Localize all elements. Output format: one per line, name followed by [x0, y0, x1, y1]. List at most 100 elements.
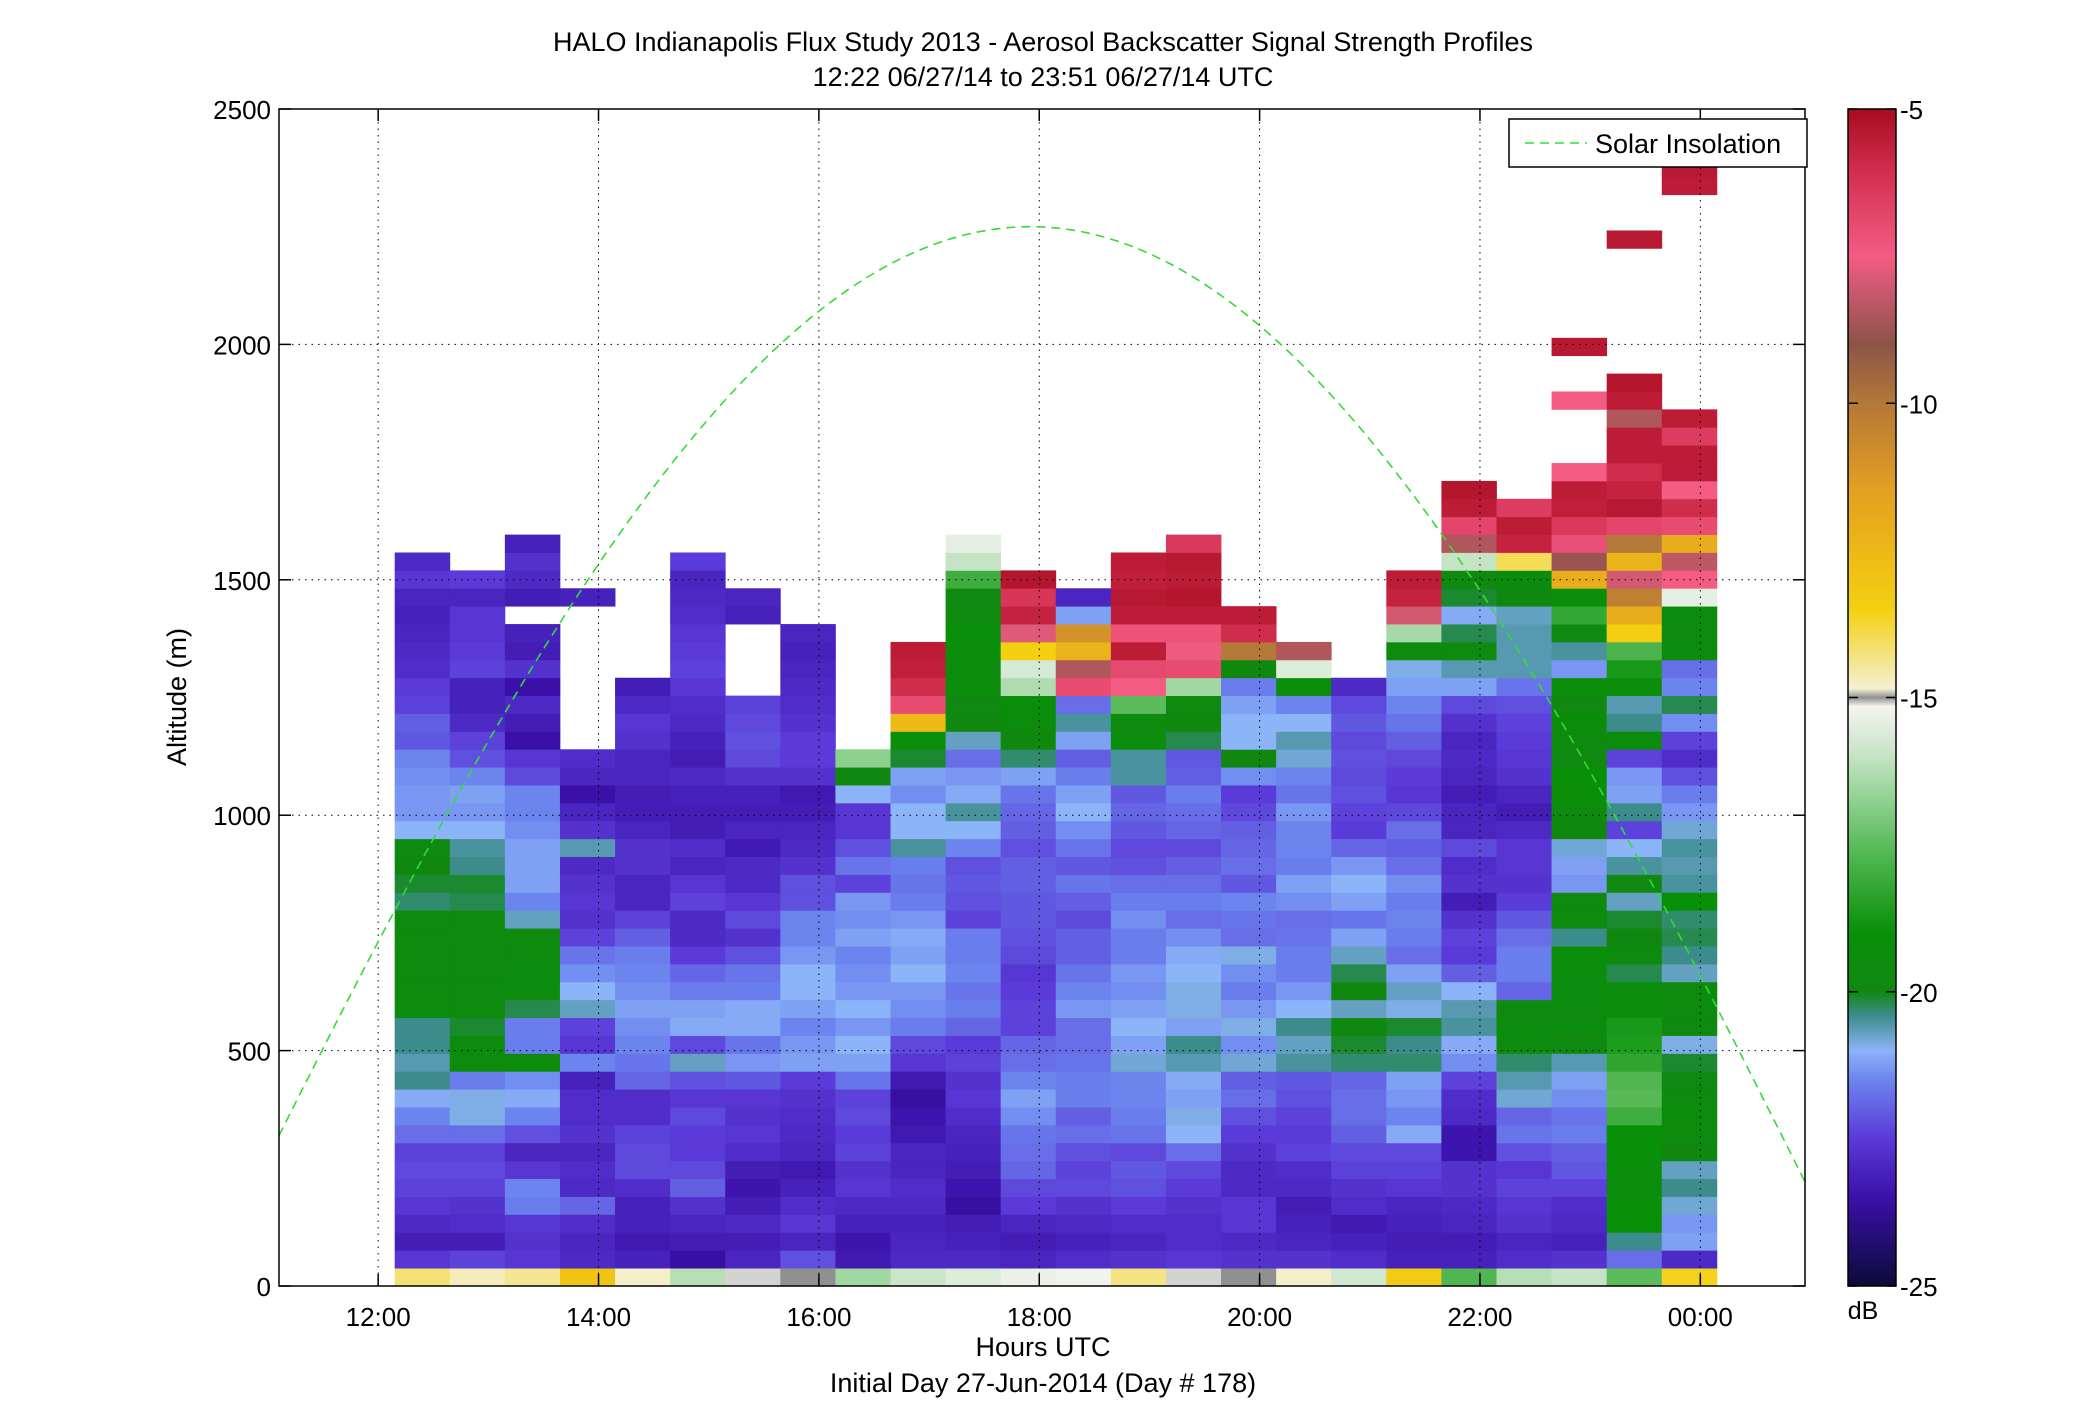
heatmap-cell — [1000, 1268, 1057, 1286]
heatmap-cell — [670, 820, 726, 840]
heatmap-cell — [1165, 1268, 1222, 1286]
heatmap-cell — [559, 999, 616, 1019]
heatmap-cell — [1165, 606, 1222, 625]
heatmap-cell — [394, 695, 451, 714]
heatmap-cell — [504, 928, 561, 947]
heatmap-cell — [615, 749, 671, 768]
heatmap-cell — [1661, 981, 1718, 1001]
heatmap-cell — [1276, 1250, 1332, 1269]
heatmap-cell — [1551, 552, 1608, 571]
heatmap-cell — [1331, 695, 1387, 714]
heatmap-cell — [780, 1071, 836, 1090]
heatmap-cell — [504, 820, 561, 840]
heatmap-cell — [1331, 963, 1387, 983]
heatmap-cell — [559, 1053, 616, 1072]
legend: Solar Insolation — [1508, 118, 1808, 168]
heatmap-cell — [1055, 606, 1112, 625]
heatmap-cell — [725, 1089, 781, 1108]
heatmap-cell — [1221, 999, 1277, 1019]
heatmap-cell — [1386, 928, 1442, 947]
heatmap-cell — [780, 928, 836, 947]
heatmap-cell — [615, 928, 671, 947]
heatmap-cell — [945, 695, 1002, 714]
heatmap-cell — [1496, 641, 1552, 661]
heatmap-cell — [1110, 1142, 1167, 1162]
heatmap-cell — [1606, 1124, 1663, 1144]
heatmap-cell — [1441, 749, 1497, 768]
heatmap-cell — [1055, 749, 1112, 768]
heatmap-cell — [1661, 534, 1718, 553]
heatmap-cell — [1496, 749, 1552, 768]
heatmap-cell — [945, 1142, 1002, 1162]
heatmap-cell — [394, 1232, 451, 1251]
heatmap-cell — [1386, 785, 1442, 804]
heatmap-cell — [1441, 1107, 1497, 1126]
heatmap-cell — [890, 1250, 946, 1269]
heatmap-cell — [1165, 1053, 1222, 1072]
heatmap-cell — [1055, 963, 1112, 983]
heatmap-cell — [1165, 1035, 1222, 1054]
heatmap-cell — [670, 588, 726, 607]
heatmap-cell — [1276, 1017, 1332, 1036]
heatmap-cell — [504, 838, 561, 858]
heatmap-cell — [615, 1250, 671, 1269]
heatmap-cell — [890, 963, 946, 983]
heatmap-cell — [1551, 963, 1608, 983]
heatmap-cell — [780, 910, 836, 929]
heatmap-cell — [1551, 1107, 1608, 1126]
heatmap-cell — [1000, 1196, 1057, 1215]
heatmap-cell — [1110, 677, 1167, 697]
heatmap-cell — [945, 1160, 1002, 1180]
heatmap-cell — [1276, 1089, 1332, 1108]
heatmap-cell — [1221, 928, 1277, 947]
heatmap-cell — [1661, 785, 1718, 804]
heatmap-cell — [449, 713, 506, 732]
heatmap-cell — [1221, 785, 1277, 804]
heatmap-cell — [1551, 498, 1608, 518]
heatmap-cell — [1165, 1250, 1222, 1269]
heatmap-cell — [1165, 1071, 1222, 1090]
heatmap-cell — [1496, 1107, 1552, 1126]
heatmap-cell — [1551, 391, 1608, 410]
heatmap-cell — [1165, 785, 1222, 804]
heatmap-cell — [615, 731, 671, 750]
heatmap-cell — [1496, 963, 1552, 983]
heatmap-cell — [890, 981, 946, 1001]
heatmap-cell — [615, 838, 671, 858]
heatmap-cell — [780, 695, 836, 714]
heatmap-cell — [1276, 659, 1332, 679]
heatmap-cell — [449, 999, 506, 1019]
heatmap-cell — [945, 1089, 1002, 1108]
heatmap-cell — [1331, 820, 1387, 840]
heatmap-cell — [1055, 713, 1112, 732]
heatmap-cell — [1221, 981, 1277, 1001]
heatmap-cell — [1661, 1053, 1718, 1072]
heatmap-cell — [1496, 1053, 1552, 1072]
heatmap-cell — [1386, 910, 1442, 929]
heatmap-cell — [1331, 1017, 1387, 1036]
heatmap-cell — [1331, 874, 1387, 893]
heatmap-cell — [1551, 659, 1608, 679]
heatmap-cell — [449, 677, 506, 697]
heatmap-cell — [1055, 999, 1112, 1019]
heatmap-cell — [1165, 1214, 1222, 1233]
heatmap-cell — [504, 695, 561, 714]
heatmap-cell — [1110, 910, 1167, 929]
plot-frame — [278, 108, 1806, 1287]
heatmap-cell — [504, 999, 561, 1019]
heatmap-cell — [449, 928, 506, 947]
heatmap-cell — [1661, 659, 1718, 679]
heatmap-cell — [1165, 588, 1222, 607]
heatmap-cell — [559, 1071, 616, 1090]
heatmap-cell — [835, 1035, 891, 1054]
heatmap-cell — [1661, 1107, 1718, 1126]
heatmap-cell — [1276, 1142, 1332, 1162]
heatmap-cell — [449, 1232, 506, 1251]
heatmap-cell — [945, 1107, 1002, 1126]
heatmap-cell — [1165, 1089, 1222, 1108]
heatmap-cell — [1441, 963, 1497, 983]
colorbar-tick-label: -10 — [1900, 389, 1938, 419]
heatmap-cell — [1331, 1250, 1387, 1269]
heatmap-cell — [1000, 1089, 1057, 1108]
heatmap-cell — [1276, 1268, 1332, 1286]
